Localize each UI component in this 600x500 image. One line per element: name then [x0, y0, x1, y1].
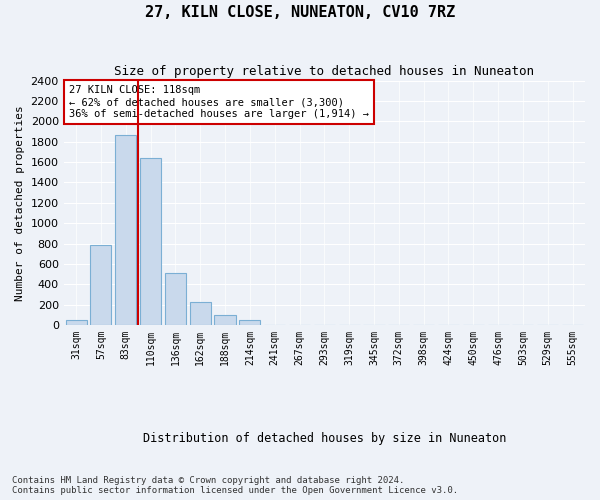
- Text: Contains HM Land Registry data © Crown copyright and database right 2024.
Contai: Contains HM Land Registry data © Crown c…: [12, 476, 458, 495]
- Title: Size of property relative to detached houses in Nuneaton: Size of property relative to detached ho…: [115, 65, 535, 78]
- Y-axis label: Number of detached properties: Number of detached properties: [15, 105, 25, 301]
- Text: 27, KILN CLOSE, NUNEATON, CV10 7RZ: 27, KILN CLOSE, NUNEATON, CV10 7RZ: [145, 5, 455, 20]
- Bar: [239, 320, 260, 325]
- Bar: [165, 273, 186, 325]
- Bar: [115, 134, 136, 325]
- Bar: [140, 158, 161, 325]
- Bar: [91, 244, 112, 325]
- Bar: [190, 302, 211, 325]
- Bar: [65, 320, 86, 325]
- Bar: [214, 315, 236, 325]
- Text: 27 KILN CLOSE: 118sqm
← 62% of detached houses are smaller (3,300)
36% of semi-d: 27 KILN CLOSE: 118sqm ← 62% of detached …: [69, 86, 369, 118]
- X-axis label: Distribution of detached houses by size in Nuneaton: Distribution of detached houses by size …: [143, 432, 506, 445]
